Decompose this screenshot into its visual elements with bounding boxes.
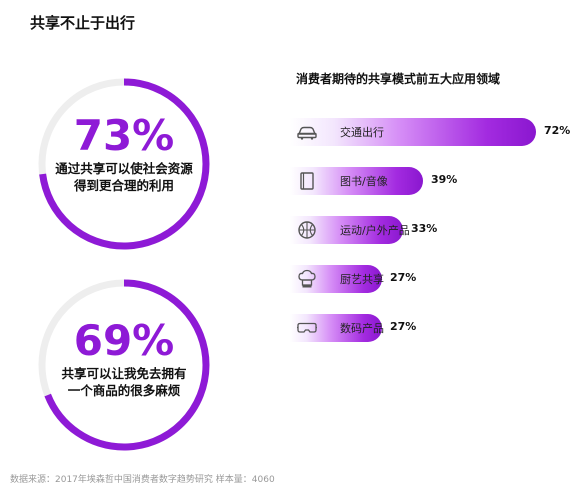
bar-value-4: 27% bbox=[390, 271, 417, 284]
bar-row-4: 厨艺共享 27% bbox=[290, 265, 422, 293]
bar-5 bbox=[290, 314, 382, 342]
book-icon bbox=[300, 172, 314, 190]
chart-title: 消费者期待的共享模式前五大应用领域 bbox=[296, 72, 501, 86]
bar-label-1: 交通出行 bbox=[340, 126, 384, 139]
chef-hat-icon bbox=[298, 269, 316, 288]
stat-ring-1-progress bbox=[38, 78, 210, 250]
stat-desc-1-line-1: 通过共享可以使社会资源 bbox=[55, 161, 193, 176]
stat-value-1: 73% bbox=[73, 111, 175, 160]
car-icon bbox=[297, 126, 317, 140]
stat-block-2: 69% 共享可以让我免去拥有 一个商品的很多麻烦 bbox=[34, 317, 214, 399]
bar-label-4: 厨艺共享 bbox=[340, 273, 384, 286]
bar-row-1: 交通出行 72% bbox=[290, 118, 576, 146]
stat-desc-2-line-2: 一个商品的很多麻烦 bbox=[67, 383, 181, 398]
stat-desc-2-line-1: 共享可以让我免去拥有 bbox=[61, 366, 187, 381]
bar-label-5: 数码产品 bbox=[340, 322, 384, 335]
stat-block-1: 73% 通过共享可以使社会资源 得到更合理的利用 bbox=[34, 112, 214, 194]
bar-1 bbox=[290, 118, 536, 146]
stat-desc-1-line-2: 得到更合理的利用 bbox=[73, 178, 174, 193]
source-footer: 数据来源：2017年埃森哲中国消费者数字趋势研究 样本量：4060 bbox=[10, 475, 275, 485]
vr-goggles-icon bbox=[297, 322, 317, 333]
stat-value-2: 69% bbox=[73, 316, 175, 365]
bar-value-1: 72% bbox=[544, 124, 571, 137]
stat-ring-1 bbox=[38, 78, 210, 250]
bar-4 bbox=[290, 265, 382, 293]
bar-row-5: 数码产品 27% bbox=[290, 314, 422, 342]
page-title: 共享不止于出行 bbox=[30, 14, 136, 32]
stat-ring-2 bbox=[38, 279, 210, 451]
bar-value-2: 39% bbox=[431, 173, 458, 186]
stat-ring-2-progress bbox=[38, 279, 210, 451]
bar-label-2: 图书/音像 bbox=[340, 175, 388, 188]
bar-row-3: 运动/户外产品 33% bbox=[290, 216, 443, 244]
basketball-icon bbox=[298, 221, 316, 239]
bar-label-3: 运动/户外产品 bbox=[340, 224, 410, 237]
bar-value-5: 27% bbox=[390, 320, 417, 333]
bar-row-2: 图书/音像 39% bbox=[290, 167, 463, 195]
bar-value-3: 33% bbox=[411, 222, 438, 235]
bar-2 bbox=[290, 167, 423, 195]
